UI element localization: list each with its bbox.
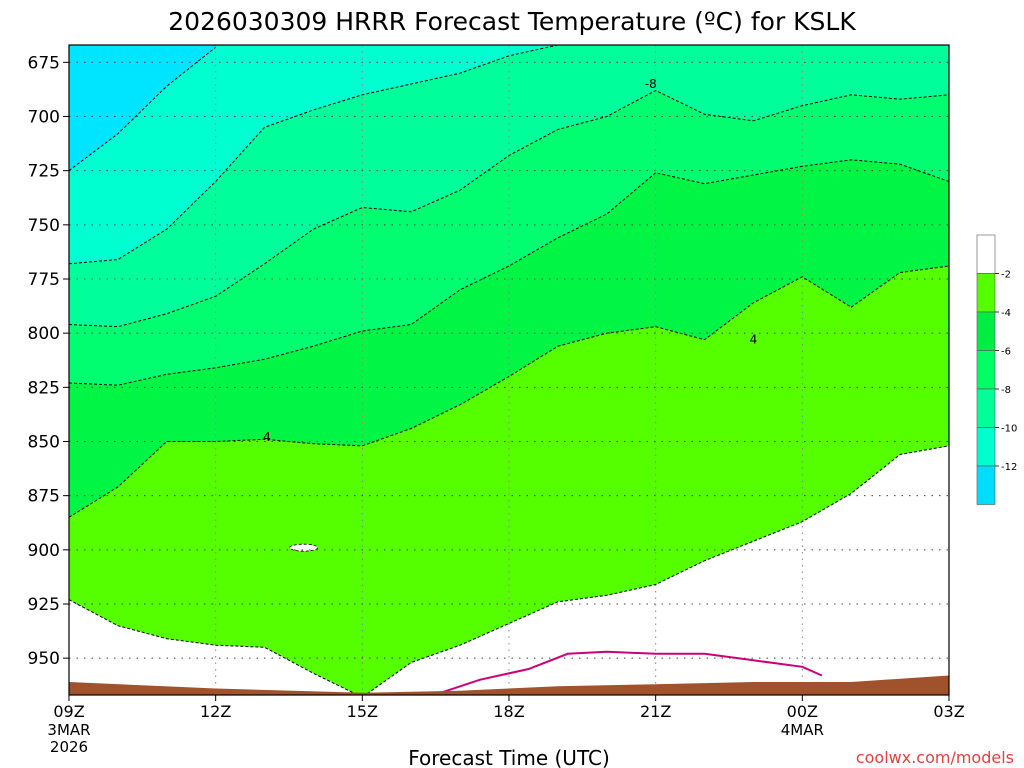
chart-title: 2026030309 HRRR Forecast Temperature (ºC… [168,7,856,36]
y-tick-label: 725 [28,162,60,182]
legend-swatch [976,234,996,274]
legend-label: -12 [1001,462,1017,473]
y-tick-label: 750 [28,216,60,236]
freezing-contour [440,650,823,694]
x-tick-label: 12Z [200,702,231,721]
legend-label: -8 [1001,385,1011,396]
isotherm-minus6 [69,159,949,386]
legend-swatch [976,427,996,467]
legend-swatch [976,465,996,505]
y-tick-label: 775 [28,270,60,290]
legend-label: -4 [1001,308,1011,319]
contour-label: 4 [750,333,758,347]
legend-label: -6 [1001,347,1011,358]
legend-swatch [976,350,996,390]
x-tick-label: 21Z [640,702,671,721]
x-axis-label: Forecast Time (UTC) [408,746,610,768]
y-tick-label: 675 [28,53,60,73]
contour-label: -8 [645,77,657,91]
x-tick-sublabel: 2026 [50,738,88,756]
legend-label: -2 [1001,270,1011,281]
contour-pocket [289,543,319,552]
legend-swatch [976,311,996,351]
y-tick-label: 875 [28,487,60,507]
credit-text: coolwx.com/models [856,748,1014,767]
y-tick-label: 900 [28,541,60,561]
x-tick-label: 09Z [53,702,84,721]
y-tick-label: 700 [28,108,60,128]
fill-above-minus2 [69,445,949,695]
isotherm-minus4 [69,265,949,518]
x-tick-label: 18Z [493,702,524,721]
x-tick-label: 03Z [933,702,964,721]
legend-swatch [976,273,996,313]
isotherm-minus2 [69,445,949,695]
x-tick-label: 00Z [787,702,818,721]
y-tick-label: 925 [28,595,60,615]
x-tick-sublabel: 3MAR [47,721,90,739]
isotherm-minus10 [69,45,559,265]
legend-swatch [976,388,996,428]
x-tick-label: 15Z [347,702,378,721]
y-tick-label: 825 [28,378,60,398]
ground-surface [69,675,949,695]
y-tick-label: 950 [28,649,60,669]
y-tick-label: 850 [28,433,60,453]
x-tick-sublabel: 4MAR [781,721,824,739]
y-axis: 675 700 725 750 775 800 825 850 875 900 925 950 [28,53,69,669]
contour-label: 4 [263,430,271,444]
isotherm-lines: -8 4 4 [69,45,949,695]
gridlines [69,45,949,695]
y-tick-label: 800 [28,324,60,344]
legend-label: -10 [1001,424,1017,435]
color-legend: -2 -4 -6 -8 -10 -12 [976,234,1017,505]
temperature-fill-layer: -8 4 4 [69,45,949,695]
isotherm-minus8 [69,89,949,328]
plot-area: -8 4 4 [68,44,950,696]
isotherm-minus12 [69,46,217,172]
